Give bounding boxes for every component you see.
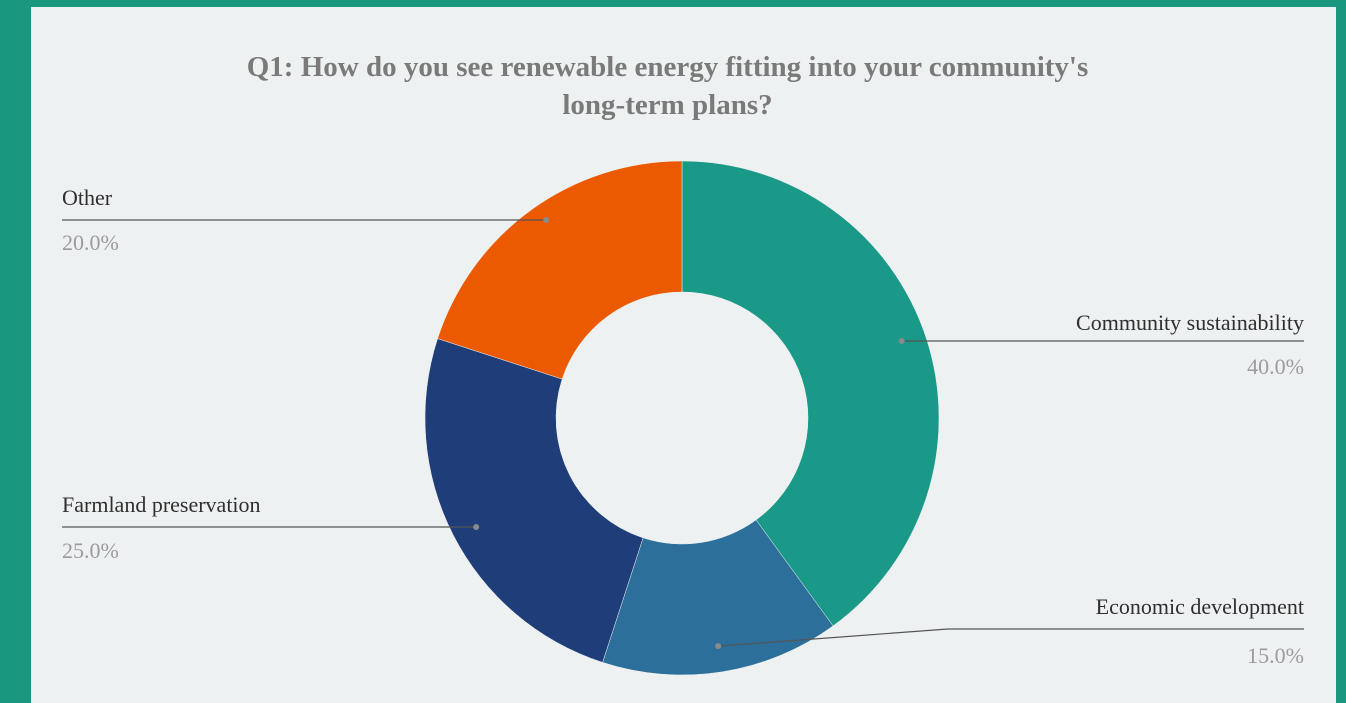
leader-dot-1: [715, 643, 722, 650]
leader-dot-0: [898, 338, 905, 344]
slice-other: [437, 160, 683, 380]
chart-title-line-1: Q1: How do you see renewable energy fitt…: [246, 51, 1089, 83]
slice-economic-development: [602, 519, 834, 676]
slice-label-0: Community sustainability: [1076, 310, 1304, 335]
chart-title: Q1: How do you see renewable energy fitt…: [0, 48, 1335, 124]
leader-line-1: [718, 628, 1304, 647]
leader-dot-2: [473, 524, 480, 530]
slice-label-2: Farmland preservation: [62, 492, 261, 517]
slice-percent-1: 15.0%: [1247, 643, 1304, 668]
slice-label-3: Other: [62, 185, 113, 210]
slice-community-sustainability: [681, 160, 940, 627]
slice-labels: Community sustainability 40.0% Economic de…: [62, 185, 1304, 668]
slice-percent-3: 20.0%: [62, 230, 119, 255]
slice-percent-2: 25.0%: [62, 538, 119, 563]
chart-title-line-2: long-term plans?: [562, 89, 773, 121]
slice-percent-0: 40.0%: [1247, 354, 1304, 379]
donut-slices: [424, 160, 940, 676]
slice-label-1: Economic development: [1096, 594, 1304, 619]
leader-dot-3: [543, 217, 550, 223]
slice-farmland-preservation: [424, 338, 644, 663]
